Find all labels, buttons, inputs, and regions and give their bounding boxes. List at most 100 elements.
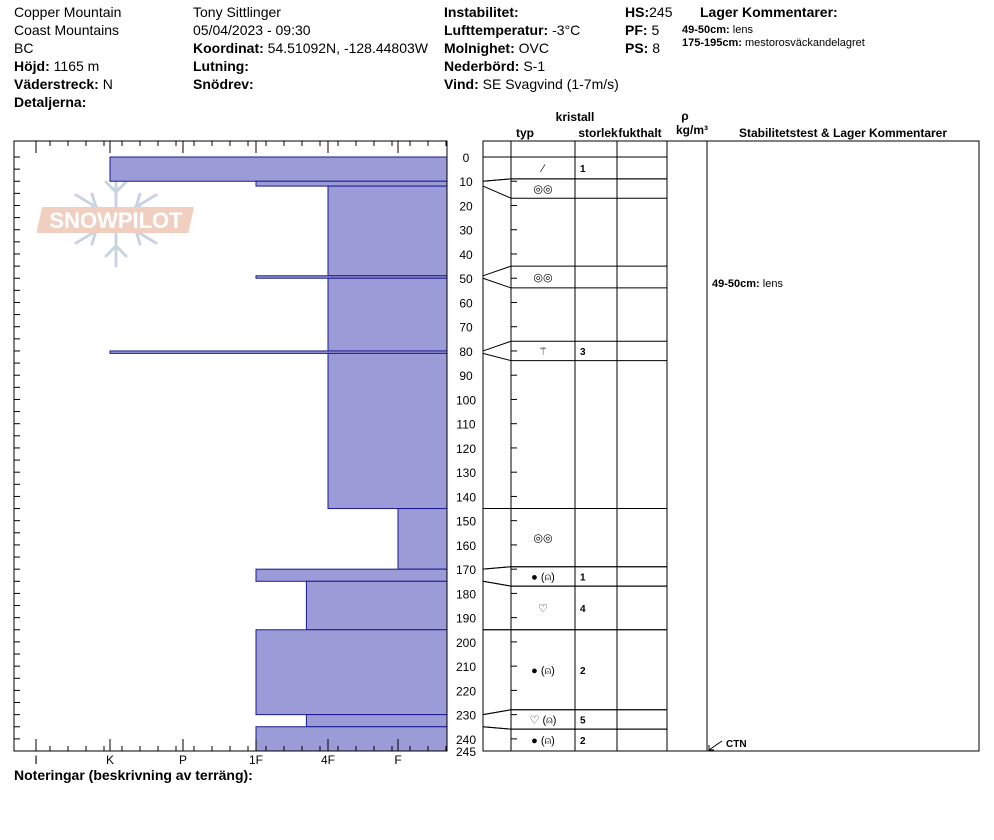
- table-border: [482, 140, 980, 752]
- header-crystal: kristall: [556, 110, 595, 124]
- wind-row: Vind: SE Svagvind (1-7m/s): [444, 76, 619, 92]
- crystal-connector: [482, 580, 512, 587]
- hardness-layer-1: [109, 156, 448, 182]
- layer-comment-1: 49-50cm: lens: [682, 24, 753, 36]
- observer-name: Tony Sittlinger: [193, 4, 281, 20]
- hardness-layer-13: [255, 726, 448, 752]
- crystal-connector: [482, 185, 512, 199]
- hardness-layer-5: [327, 277, 448, 352]
- depth-tick-label: 120: [456, 442, 476, 456]
- test-arrow-line: [708, 740, 723, 751]
- hs-row: HS:245: [625, 4, 673, 20]
- sky-row: Molnighet: OVC: [444, 40, 549, 56]
- depth-tick-label: 20: [459, 199, 473, 213]
- depth-tick-label: 200: [456, 636, 476, 650]
- crystal-connector: [482, 726, 512, 730]
- pf-value: 5: [651, 22, 660, 38]
- depth-tick-label: 40: [459, 248, 473, 262]
- depth-tick-label: 90: [459, 369, 473, 383]
- precip-row: Nederbörd: S-1: [444, 58, 546, 74]
- observer-block: Tony Sittlinger 05/04/2023 - 09:30 Koord…: [193, 3, 428, 93]
- header-type: typ: [516, 126, 534, 140]
- hardness-tick-label: I: [34, 753, 37, 767]
- depth-tick-label: 50: [459, 272, 473, 286]
- header-size: storlek: [578, 126, 618, 140]
- coordinate-row: Koordinat: 54.51092N, -128.44803W: [193, 40, 428, 56]
- hs-value: 245: [649, 4, 673, 20]
- crystal-symbol-9: ♡ (⍝): [530, 714, 557, 726]
- header-density: kg/m³: [676, 123, 708, 137]
- sky-value: OVC: [518, 40, 549, 56]
- layer-comment-2: 175-195cm: mestorosväckandelagret: [682, 37, 865, 49]
- crystal-connector: [482, 352, 512, 362]
- watermark-text: SNOWPILOT: [49, 208, 183, 233]
- airtemp-value: -3°C: [552, 22, 581, 38]
- location-block: Copper Mountain Coast Mountains BC Höjd:…: [14, 3, 121, 111]
- hardness-layer-12: [305, 714, 448, 728]
- crystal-symbol-6: ● (⍝): [531, 571, 555, 583]
- depth-tick-label: 245: [456, 745, 476, 759]
- pf-row: PF: 5: [625, 22, 660, 38]
- header-rho: ρ: [681, 109, 688, 123]
- region-name: BC: [14, 40, 34, 56]
- drift-row: Snödrev:: [193, 76, 254, 92]
- hardness-layer-2: [255, 180, 448, 187]
- stability-row: Instabilitet:: [444, 4, 519, 20]
- elevation-value: 1165 m: [53, 58, 100, 74]
- crystal-size-1: 1: [580, 164, 586, 175]
- coordinate-value: 54.51092N, -128.44803W: [267, 40, 428, 56]
- ps-value: 8: [652, 40, 661, 56]
- precip-value: S-1: [523, 58, 546, 74]
- crystal-size-8: 2: [580, 666, 586, 677]
- crystal-symbol-3: ◎◎: [533, 272, 552, 284]
- crystal-size-4: 3: [580, 347, 586, 358]
- snowpilot-watermark: SNOWPILOT: [36, 170, 195, 268]
- slope-row: Lutning:: [193, 58, 249, 74]
- crystal-size-7: 4: [580, 604, 586, 615]
- hardness-layer-10: [305, 580, 448, 631]
- depth-tick-label: 230: [456, 709, 476, 723]
- depth-tick-label: 80: [459, 345, 473, 359]
- wind-value: SE Svagvind (1-7m/s): [482, 76, 619, 92]
- depth-tick-label: 210: [456, 660, 476, 674]
- crystal-connector: [482, 265, 512, 277]
- crystal-size-6: 1: [580, 572, 586, 583]
- weather-block: Instabilitet: Lufttemperatur: -3°C Molni…: [444, 3, 619, 93]
- depth-tick-label: 140: [456, 490, 476, 504]
- hardness-tick-label: 4F: [321, 753, 335, 767]
- hardness-tick-label: P: [179, 753, 187, 767]
- depth-tick-label: 150: [456, 515, 476, 529]
- elevation-row: Höjd: 1165 m: [14, 58, 100, 74]
- crystal-symbol-5: ◎◎: [533, 533, 552, 545]
- hardness-layer-3: [327, 185, 448, 277]
- layer-comments-title: Lager Kommentarer:: [700, 4, 838, 20]
- details-row: Detaljerna:: [14, 94, 87, 110]
- range-name: Coast Mountains: [14, 22, 120, 38]
- hardness-layer-9: [255, 568, 448, 582]
- crystal-connector: [482, 340, 512, 352]
- depth-tick-label: 60: [459, 296, 473, 310]
- depth-tick-label: 0: [463, 151, 470, 165]
- header-moisture: fukthalt: [618, 126, 661, 140]
- crystal-symbol-1: ⁄: [539, 163, 546, 175]
- snowpack-block: HS:245 PF: 5 PS: 8: [625, 3, 672, 57]
- crystal-symbol-4: ⚚: [538, 346, 548, 358]
- crystal-symbol-2: ◎◎: [533, 184, 552, 196]
- hardness-frame: I K P 1F 4F F: [13, 140, 448, 767]
- depth-tick-label: 10: [459, 175, 473, 189]
- layer-comment-label-1: 49-50cm: lens: [712, 278, 783, 290]
- hardness-tick-label: K: [106, 753, 114, 767]
- depth-tick-label: 160: [456, 539, 476, 553]
- aspect-row: Väderstreck: N: [14, 76, 113, 92]
- crystal-connector: [482, 277, 512, 289]
- depth-tick-label: 180: [456, 587, 476, 601]
- hardness-layers: [109, 156, 448, 752]
- depth-axis: 0 10 20 30 40 50 60 70 80 90 100 110 120 130 140 150 160…: [456, 151, 476, 759]
- aspect-value: N: [102, 76, 113, 92]
- observation-datetime: 05/04/2023 - 09:30: [193, 22, 311, 38]
- stability-test-label: CTN: [726, 739, 747, 750]
- crystal-table: kristall typ storlek fukthalt ρkg/m³ Stabilit…: [482, 109, 980, 752]
- hardness-tick-label: F: [394, 753, 401, 767]
- depth-tick-label: 30: [459, 224, 473, 238]
